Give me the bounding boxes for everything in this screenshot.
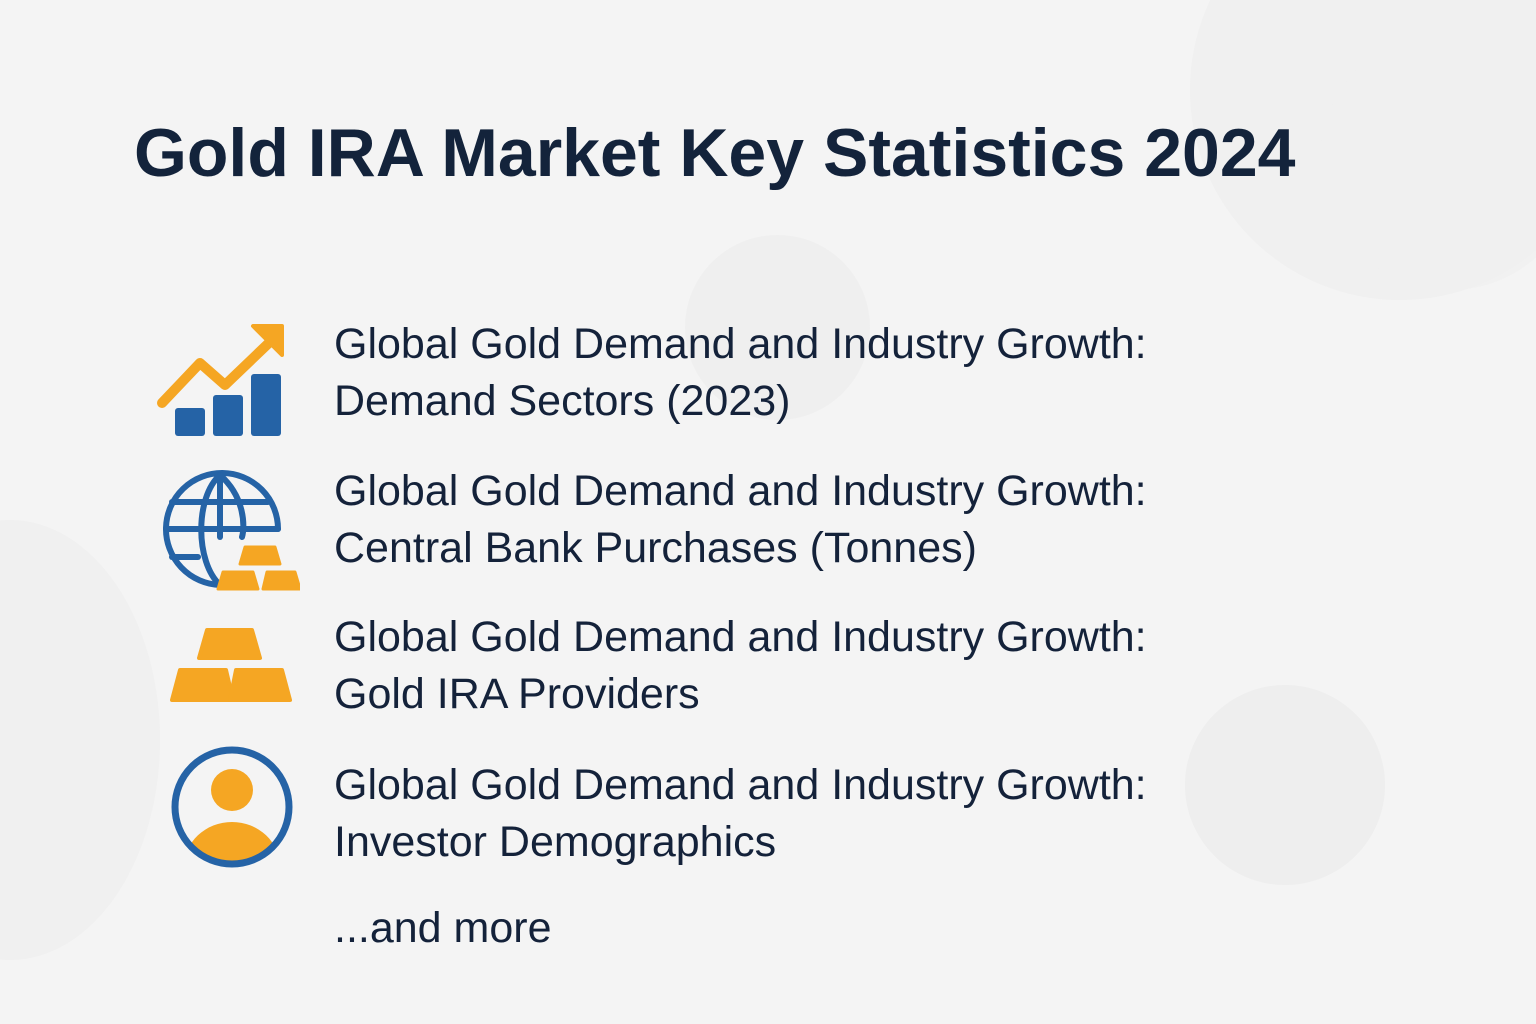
item-title: Global Gold Demand and Industry Growth: — [334, 320, 1147, 368]
item-subtitle: Demand Sectors (2023) — [334, 377, 791, 425]
item-title: Global Gold Demand and Industry Growth: — [334, 613, 1147, 661]
page-title: Gold IRA Market Key Statistics 2024 — [134, 115, 1296, 191]
item-subtitle: Central Bank Purchases (Tonnes) — [334, 524, 977, 572]
item-subtitle: Investor Demographics — [334, 818, 777, 866]
gold-bars-icon — [170, 628, 292, 702]
and-more-text: ...and more — [334, 904, 552, 952]
globe-gold-bars-icon — [163, 470, 300, 591]
item-title: Global Gold Demand and Industry Growth: — [334, 467, 1147, 515]
item-title: Global Gold Demand and Industry Growth: — [334, 761, 1147, 809]
investor-person-icon — [171, 746, 293, 868]
growth-chart-icon — [157, 324, 284, 436]
background-blob — [1320, 30, 1536, 290]
item-subtitle: Gold IRA Providers — [334, 670, 700, 718]
background-blob — [1185, 685, 1385, 885]
background-blob — [0, 520, 160, 960]
background-blob — [685, 235, 870, 420]
